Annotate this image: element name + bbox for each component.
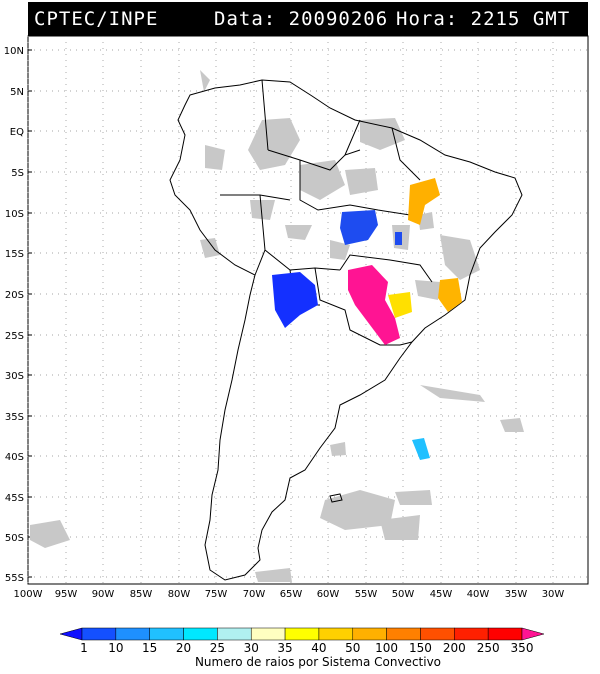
colorbar-label: 350 [511, 641, 534, 655]
colorbar-label: 20 [176, 641, 191, 655]
lon-label: 100W [14, 589, 43, 600]
colorbar-cell [115, 627, 150, 641]
lat-label: 35S [5, 412, 24, 423]
title-bar: CPTEC/INPE Data: 20090206 Hora: 2215 GMT [28, 2, 588, 36]
storm-mato-grosso-small [395, 232, 402, 245]
colorbar-cell [81, 627, 117, 641]
lat-label: 30S [5, 371, 24, 382]
colorbar-cell [250, 627, 286, 641]
lat-label: 45S [5, 493, 24, 504]
storm-paraguay-bolivia [272, 272, 318, 328]
lat-label: 55S [5, 573, 24, 584]
colorbar: 1 10 15 20 25 30 35 40 50 100 150 200 250 350 Numero … [59, 627, 545, 669]
lon-label: 50W [392, 589, 415, 600]
storm-central-brazil [340, 210, 378, 245]
colorbar-label: 150 [409, 641, 432, 655]
colorbar-cell [386, 627, 421, 641]
cloud-cover [30, 70, 524, 582]
storm-east [438, 278, 462, 312]
lon-label: 90W [92, 589, 115, 600]
colorbar-panel: 1 10 15 20 25 30 35 40 50 100 150 200 250 350 Numero … [0, 620, 600, 670]
storm-cells [272, 178, 462, 460]
coastlines [169, 79, 523, 581]
map-canvas: 10N 5N EQ 5S 10S 15S 20S 25S 30S 35S 40S 45S 50S 55S 1… [4, 35, 589, 600]
colorbar-cell [149, 627, 184, 641]
lon-label: 95W [55, 589, 78, 600]
lon-label: 85W [130, 589, 153, 600]
lat-label: 10S [5, 209, 24, 220]
lon-label: 75W [205, 589, 228, 600]
lat-label: 40S [5, 452, 24, 463]
lat-label: 15S [5, 249, 24, 260]
colorbar-label: 50 [345, 641, 360, 655]
time-label: Hora: 2215 GMT [396, 8, 571, 30]
colorbar-cell [59, 627, 83, 641]
lat-label: 10N [4, 46, 24, 57]
lat-label: 5N [10, 87, 24, 98]
lat-label: 50S [5, 533, 24, 544]
lon-label: 60W [317, 589, 340, 600]
colorbar-cell [454, 627, 489, 641]
date-label: Data: 20090206 [214, 8, 389, 30]
colorbar-cell [318, 627, 354, 641]
colorbar-cell [183, 627, 218, 641]
storm-atlantic [412, 438, 430, 460]
agency-label: CPTEC/INPE [34, 8, 159, 30]
colorbar-label: 10 [108, 641, 123, 655]
colorbar-cell [352, 627, 387, 641]
storm-parana [348, 265, 400, 345]
lon-label: 65W [280, 589, 303, 600]
colorbar-cells [59, 627, 545, 641]
lat-label: EQ [10, 127, 24, 138]
colorbar-labels: 1 10 15 20 25 30 35 40 50 100 150 200 250 350 [80, 641, 533, 655]
lon-label: 30W [542, 589, 565, 600]
colorbar-label: 25 [210, 641, 225, 655]
storm-bahia [408, 178, 440, 225]
falkland-islands [329, 493, 343, 503]
colorbar-label: 15 [142, 641, 157, 655]
lon-label: 55W [355, 589, 378, 600]
colorbar-label: 40 [311, 641, 326, 655]
map-panel: 10N 5N EQ 5S 10S 15S 20S 25S 30S 35S 40S 45S 50S 55S 1… [4, 35, 589, 600]
colorbar-label: 35 [277, 641, 292, 655]
colorbar-cell [487, 627, 523, 641]
country-borders [220, 79, 433, 346]
lat-label: 25S [5, 331, 24, 342]
lon-label: 45W [430, 589, 453, 600]
colorbar-label: 30 [244, 641, 259, 655]
colorbar-label: 1 [80, 641, 88, 655]
colorbar-cell [217, 627, 252, 641]
colorbar-cell [420, 627, 455, 641]
colorbar-label: 200 [443, 641, 466, 655]
lon-label: 35W [505, 589, 528, 600]
colorbar-cell [521, 627, 545, 641]
storm-minas [388, 292, 412, 318]
lon-label: 80W [168, 589, 191, 600]
colorbar-label: 100 [375, 641, 398, 655]
colorbar-label: 250 [477, 641, 500, 655]
lon-label: 70W [243, 589, 266, 600]
colorbar-cell [284, 627, 320, 641]
lon-label: 40W [467, 589, 490, 600]
south-america-coast [169, 79, 523, 581]
lat-label: 5S [11, 168, 24, 179]
colorbar-caption: Numero de raios por Sistema Convectivo [195, 655, 441, 669]
lat-label: 20S [5, 290, 24, 301]
